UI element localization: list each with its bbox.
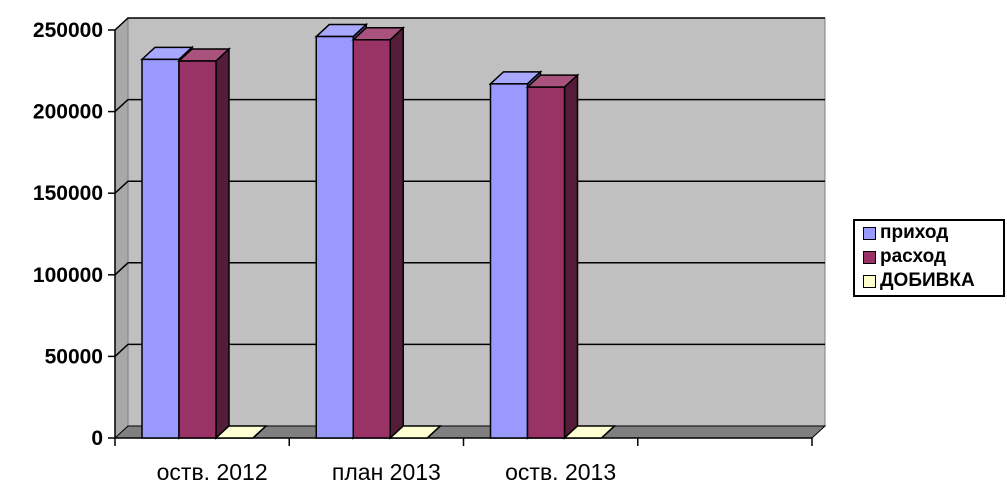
- y-tick-label-100000: 100000: [33, 264, 103, 287]
- gridline-50000: [114, 343, 825, 357]
- bar-rashod-1-side: [389, 26, 404, 440]
- bar-rashod-0: [178, 60, 217, 439]
- legend-item-rashod: расход: [855, 245, 1003, 269]
- legend-label-dobivka: ДОБИВКА: [880, 270, 975, 291]
- gridline-100000: [114, 262, 825, 276]
- y-tick-label-0: 0: [91, 427, 103, 450]
- bar-rashod-0-side: [215, 47, 230, 440]
- plot-back-wall: [127, 17, 826, 427]
- y-tick-label-200000: 200000: [33, 101, 103, 124]
- y-tick-label-50000: 50000: [45, 345, 103, 368]
- bar-prihod-1: [315, 35, 354, 439]
- x-tick-label-2: оств. 2013: [505, 459, 616, 483]
- legend-label-prihod: приход: [880, 222, 949, 243]
- bar-rashod-2-side: [563, 73, 579, 440]
- gridline-150000: [114, 180, 825, 194]
- bar-rashod-2: [526, 86, 566, 439]
- chart-legend: приход расход ДОБИВКА: [853, 219, 1005, 297]
- legend-swatch-prihod: [863, 226, 876, 240]
- legend-swatch-dobivka: [863, 274, 876, 288]
- x-tick-label-1: план 2013: [332, 459, 441, 483]
- bar-rashod-1: [352, 39, 391, 439]
- bar-dobivka-1-side: [426, 425, 441, 439]
- bar-prihod-2: [489, 83, 529, 439]
- y-tick-label-150000: 150000: [33, 182, 103, 205]
- y-tick-label-250000: 250000: [33, 19, 103, 42]
- gridline-200000: [114, 98, 825, 113]
- bar-prihod-0: [141, 58, 180, 439]
- legend-label-rashod: расход: [880, 246, 946, 267]
- x-tick-label-0: оств. 2012: [157, 459, 268, 483]
- legend-item-dobivka: ДОБИВКА: [855, 269, 1003, 293]
- legend-item-prihod: приход: [855, 221, 1003, 245]
- plot-side-wall: [114, 16, 129, 440]
- gridline-250000: [114, 17, 825, 31]
- legend-swatch-rashod: [863, 250, 876, 264]
- bar-dobivka-2-side: [600, 425, 616, 439]
- bar-dobivka-0-side: [252, 425, 267, 439]
